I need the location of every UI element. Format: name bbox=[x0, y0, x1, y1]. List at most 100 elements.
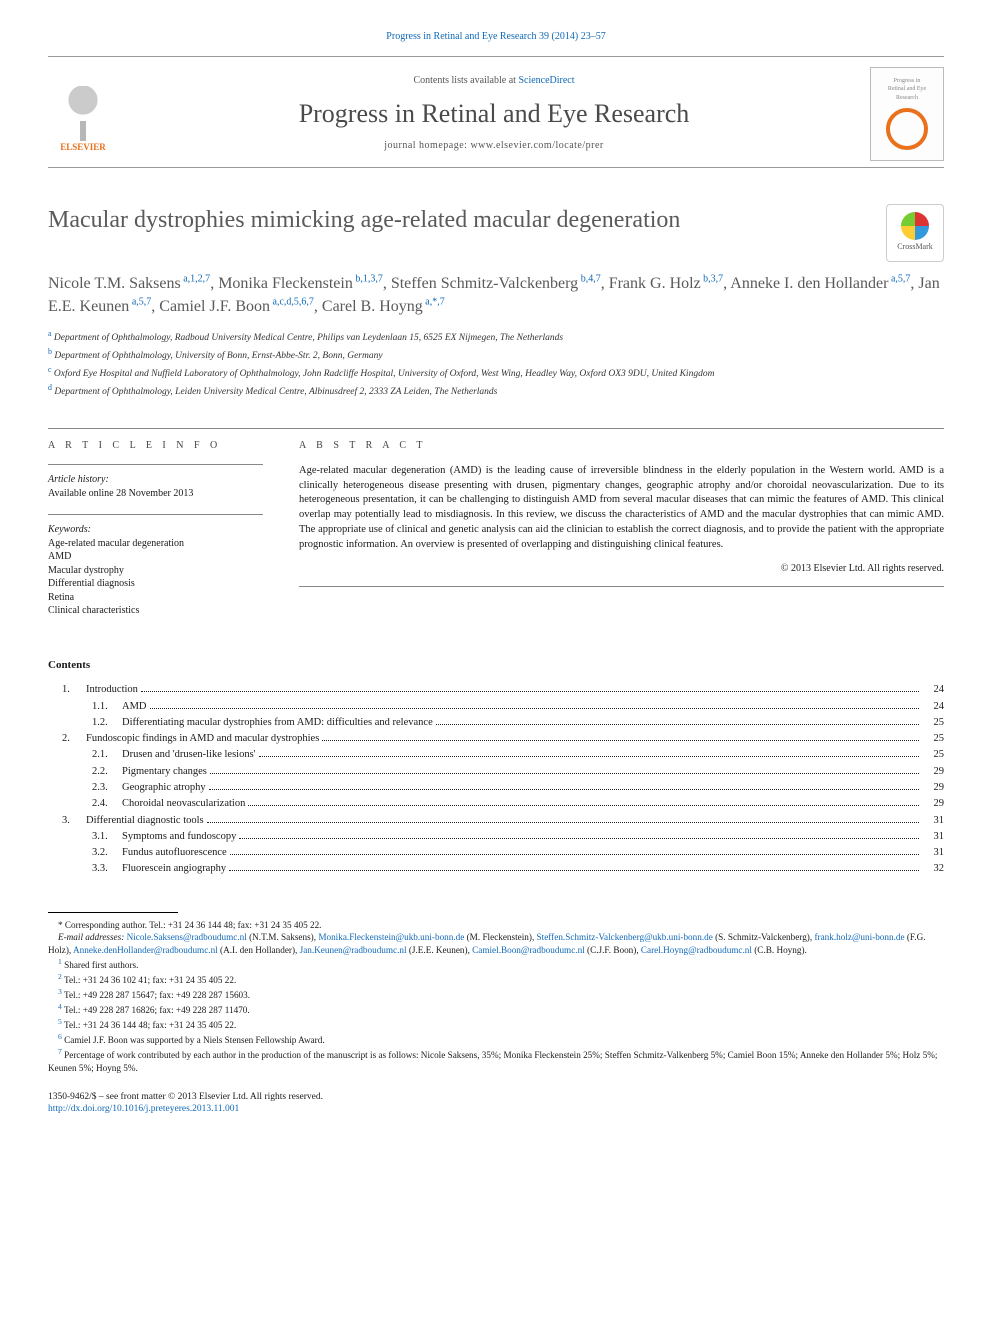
author-email-link[interactable]: Carel.Hoyng@radboudumc.nl bbox=[641, 945, 752, 955]
footnote-row: 4 Tel.: +49 228 287 16826; fax: +49 228 … bbox=[48, 1002, 944, 1017]
sciencedirect-link[interactable]: ScienceDirect bbox=[518, 75, 574, 86]
author-email-link[interactable]: Nicole.Saksens@radboudumc.nl bbox=[127, 932, 247, 942]
citation-line: Progress in Retinal and Eye Research 39 … bbox=[48, 30, 944, 44]
footnote-text: Shared first authors. bbox=[64, 960, 138, 970]
journal-cover-thumbnail: Progress inRetinal and EyeResearch bbox=[870, 67, 944, 161]
toc-title: Choroidal neovascularization bbox=[122, 796, 245, 812]
keyword-item: AMD bbox=[48, 550, 263, 564]
author-email-link[interactable]: Camiel.Boon@radboudumc.nl bbox=[472, 945, 585, 955]
front-matter-block: 1350-9462/$ – see front matter © 2013 El… bbox=[48, 1091, 944, 1117]
email-who: (M. Fleckenstein) bbox=[467, 932, 532, 942]
journal-title: Progress in Retinal and Eye Research bbox=[132, 96, 856, 131]
keyword-item: Clinical characteristics bbox=[48, 604, 263, 618]
toc-row[interactable]: 2. Fundoscopic findings in AMD and macul… bbox=[48, 731, 944, 747]
abstract-label: A B S T R A C T bbox=[299, 439, 944, 453]
keyword-item: Macular dystrophy bbox=[48, 564, 263, 578]
author-sup: a,5,7 bbox=[888, 273, 910, 284]
footnote-text: Tel.: +49 228 287 16826; fax: +49 228 28… bbox=[64, 1005, 250, 1015]
toc-title: Differentiating macular dystrophies from… bbox=[122, 715, 433, 731]
toc-leader-dots bbox=[209, 789, 919, 790]
author-email-link[interactable]: frank.holz@uni-bonn.de bbox=[814, 932, 904, 942]
author-name: Steffen Schmitz-Valckenberg bbox=[391, 275, 578, 292]
authors-block: Nicole T.M. Saksens a,1,2,7, Monika Flec… bbox=[48, 272, 944, 318]
email-who: (S. Schmitz-Valckenberg) bbox=[715, 932, 810, 942]
toc-title: Fundoscopic findings in AMD and macular … bbox=[86, 731, 319, 747]
toc-row[interactable]: 2.4. Choroidal neovascularization 29 bbox=[48, 796, 944, 812]
email-who: (A.I. den Hollander) bbox=[220, 945, 295, 955]
toc-leader-dots bbox=[210, 773, 919, 774]
toc-number: 2.2. bbox=[92, 764, 122, 780]
article-title: Macular dystrophies mimicking age-relate… bbox=[48, 204, 870, 236]
abstract-bottom-rule bbox=[299, 586, 944, 587]
toc-row[interactable]: 1. Introduction 24 bbox=[48, 682, 944, 698]
footnote-text: Tel.: +31 24 36 144 48; fax: +31 24 35 4… bbox=[64, 1020, 236, 1030]
publisher-label: ELSEVIER bbox=[60, 141, 106, 153]
email-addresses-line: E-mail addresses: Nicole.Saksens@radboud… bbox=[48, 931, 944, 957]
author-sup: b,4,7 bbox=[578, 273, 601, 284]
toc-leader-dots bbox=[229, 870, 919, 871]
doi-link[interactable]: http://dx.doi.org/10.1016/j.preteyeres.2… bbox=[48, 1104, 239, 1114]
affiliations-block: a Department of Ophthalmology, Radboud U… bbox=[48, 328, 944, 400]
author-sup: a,5,7 bbox=[129, 296, 151, 307]
email-label: E-mail addresses: bbox=[58, 932, 124, 942]
cover-text: Progress inRetinal and EyeResearch bbox=[888, 77, 926, 101]
issn-line: 1350-9462/$ – see front matter © 2013 El… bbox=[48, 1091, 944, 1104]
abstract-text: Age-related macular degeneration (AMD) i… bbox=[299, 464, 944, 552]
masthead: ELSEVIER Contents lists available at Sci… bbox=[48, 56, 944, 168]
toc-row[interactable]: 3. Differential diagnostic tools 31 bbox=[48, 813, 944, 829]
toc-row[interactable]: 1.2. Differentiating macular dystrophies… bbox=[48, 715, 944, 731]
crossmark-icon bbox=[901, 212, 929, 240]
toc-number: 3.1. bbox=[92, 829, 122, 845]
footnote-row: 6 Camiel J.F. Boon was supported by a Ni… bbox=[48, 1032, 944, 1047]
toc-number: 3.3. bbox=[92, 861, 122, 877]
toc-leader-dots bbox=[230, 854, 919, 855]
homepage-prefix: journal homepage: bbox=[384, 140, 470, 151]
toc-page: 25 bbox=[922, 715, 944, 731]
footnote-text: Camiel J.F. Boon was supported by a Niel… bbox=[64, 1035, 325, 1045]
footnote-row: 2 Tel.: +31 24 36 102 41; fax: +31 24 35… bbox=[48, 972, 944, 987]
footnote-number: 7 bbox=[58, 1047, 62, 1056]
toc-row[interactable]: 3.2. Fundus autofluorescence 31 bbox=[48, 845, 944, 861]
footnote-row: 7 Percentage of work contributed by each… bbox=[48, 1047, 944, 1075]
affiliation-key: a bbox=[48, 329, 52, 338]
footnotes-block: * Corresponding author. Tel.: +31 24 36 … bbox=[48, 919, 944, 1075]
toc-row[interactable]: 3.3. Fluorescein angiography 32 bbox=[48, 861, 944, 877]
toc-leader-dots bbox=[322, 740, 919, 741]
author-email-link[interactable]: Anneke.denHollander@radboudumc.nl bbox=[73, 945, 218, 955]
toc-title: Symptoms and fundoscopy bbox=[122, 829, 236, 845]
author-name: Anneke I. den Hollander bbox=[730, 275, 888, 292]
email-who: (C.B. Hoyng) bbox=[754, 945, 804, 955]
author-email-link[interactable]: Monika.Fleckenstein@ukb.uni-bonn.de bbox=[318, 932, 464, 942]
toc-leader-dots bbox=[207, 822, 919, 823]
toc-row[interactable]: 3.1. Symptoms and fundoscopy 31 bbox=[48, 829, 944, 845]
contents-prefix: Contents lists available at bbox=[413, 75, 518, 86]
footnote-row: 5 Tel.: +31 24 36 144 48; fax: +31 24 35… bbox=[48, 1017, 944, 1032]
toc-leader-dots bbox=[150, 708, 919, 709]
toc-row[interactable]: 2.1. Drusen and 'drusen-like lesions' 25 bbox=[48, 747, 944, 763]
crossmark-badge[interactable]: CrossMark bbox=[886, 204, 944, 262]
keywords-label: Keywords: bbox=[48, 523, 263, 537]
toc-number: 1.1. bbox=[92, 699, 122, 715]
homepage-line: journal homepage: www.elsevier.com/locat… bbox=[132, 139, 856, 153]
toc-title: Fluorescein angiography bbox=[122, 861, 226, 877]
toc-row[interactable]: 2.3. Geographic atrophy 29 bbox=[48, 780, 944, 796]
affiliation-row: c Oxford Eye Hospital and Nuffield Labor… bbox=[48, 364, 944, 382]
affiliation-row: a Department of Ophthalmology, Radboud U… bbox=[48, 328, 944, 346]
contents-heading: Contents bbox=[48, 658, 944, 673]
toc-number: 2. bbox=[62, 731, 86, 747]
toc-row[interactable]: 2.2. Pigmentary changes 29 bbox=[48, 764, 944, 780]
author-email-link[interactable]: Steffen.Schmitz-Valckenberg@ukb.uni-bonn… bbox=[537, 932, 713, 942]
abstract-copyright: © 2013 Elsevier Ltd. All rights reserved… bbox=[299, 562, 944, 576]
table-of-contents: 1. Introduction 24 1.1. AMD 24 1.2. Diff… bbox=[48, 682, 944, 877]
author-email-link[interactable]: Jan.Keunen@radboudumc.nl bbox=[300, 945, 407, 955]
toc-number: 2.4. bbox=[92, 796, 122, 812]
footnote-number: 2 bbox=[58, 972, 62, 981]
footnote-row: 3 Tel.: +49 228 287 15647; fax: +49 228 … bbox=[48, 987, 944, 1002]
toc-number: 3.2. bbox=[92, 845, 122, 861]
author-sup: a,c,d,5,6,7 bbox=[270, 296, 314, 307]
toc-page: 25 bbox=[922, 731, 944, 747]
author-name: Monika Fleckenstein bbox=[218, 275, 353, 292]
toc-row[interactable]: 1.1. AMD 24 bbox=[48, 699, 944, 715]
toc-title: Pigmentary changes bbox=[122, 764, 207, 780]
toc-page: 31 bbox=[922, 813, 944, 829]
